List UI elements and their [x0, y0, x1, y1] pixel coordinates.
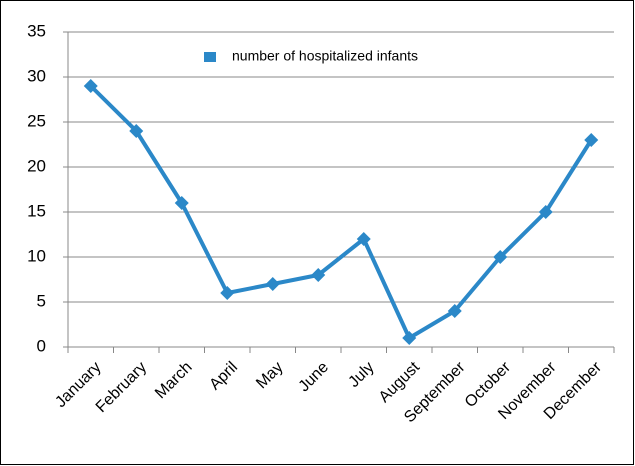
marker [402, 331, 417, 345]
marker [538, 205, 553, 219]
marker [311, 268, 326, 282]
marker [265, 277, 280, 291]
marker [220, 286, 235, 300]
marker [174, 196, 189, 210]
y-tick-label: 30 [27, 66, 46, 85]
y-tick-label: 20 [27, 156, 46, 175]
series-line [89, 84, 593, 340]
marker [584, 133, 599, 147]
y-tick-label: 5 [37, 291, 46, 310]
marker [129, 124, 144, 138]
legend-swatch [204, 52, 216, 62]
y-tick-label: 25 [27, 111, 46, 130]
marker [83, 79, 98, 93]
y-tick-label: 0 [37, 336, 46, 355]
legend-label: number of hospitalized infants [232, 48, 418, 64]
y-tick-label: 35 [27, 21, 46, 40]
y-tick-label: 10 [27, 246, 46, 265]
marker [356, 232, 371, 246]
y-tick-label: 15 [27, 201, 46, 220]
marker [493, 250, 508, 264]
marker [447, 304, 462, 318]
